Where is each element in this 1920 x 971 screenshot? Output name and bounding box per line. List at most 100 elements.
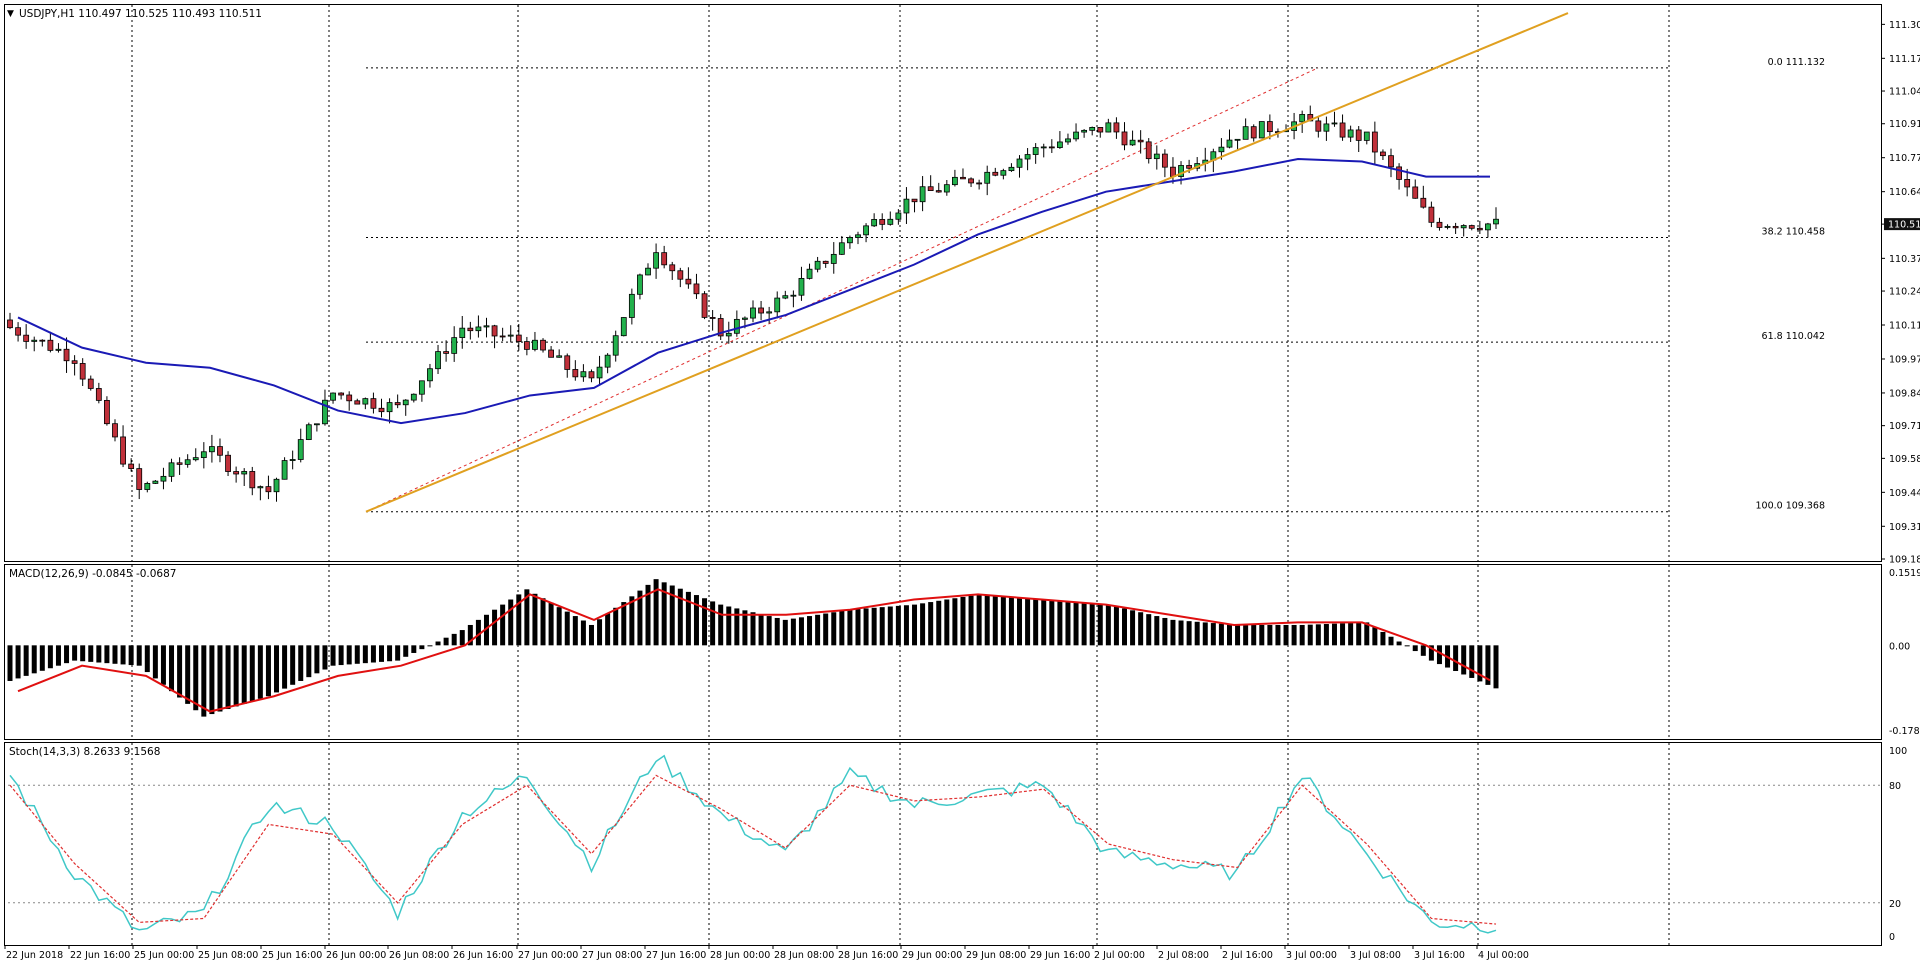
bull-candle — [1154, 154, 1159, 159]
bear-candle — [960, 177, 965, 179]
bear-candle — [226, 455, 231, 471]
macd-histogram-bar — [169, 645, 174, 691]
bull-candle — [56, 349, 61, 350]
bull-candle — [767, 312, 772, 313]
bear-candle — [1316, 121, 1321, 131]
macd-histogram-bar — [8, 645, 13, 681]
macd-histogram-bar — [775, 618, 780, 645]
price-label-16: 109.180 — [1889, 555, 1920, 566]
macd-histogram-bar — [1364, 622, 1369, 645]
macd-histogram-bar — [72, 645, 77, 660]
bull-candle — [306, 425, 311, 440]
time-label-9: 27 Jun 08:00 — [582, 950, 642, 961]
macd-histogram-bar — [1114, 607, 1119, 646]
macd-histogram-bar — [379, 645, 384, 662]
macd-histogram-bar — [1179, 621, 1184, 646]
bull-candle — [1090, 127, 1095, 130]
macd-histogram-bar — [1453, 645, 1458, 671]
bear-candle — [468, 328, 473, 331]
bear-candle — [1413, 187, 1418, 198]
macd-histogram-bar — [314, 645, 319, 673]
bear-candle — [121, 437, 126, 464]
bear-candle — [250, 471, 255, 487]
macd-histogram-bar — [815, 615, 820, 646]
macd-histogram-bar — [839, 611, 844, 645]
macd-histogram-bar — [1413, 645, 1418, 651]
bear-candle — [1049, 147, 1054, 148]
bear-candle — [64, 349, 69, 360]
macd-histogram-bar — [48, 645, 53, 668]
macd-histogram-bar — [1332, 624, 1337, 646]
bull-candle — [1485, 224, 1490, 230]
macd-histogram-bar — [1292, 625, 1297, 645]
macd-histogram-bar — [1041, 600, 1046, 646]
bull-candle — [864, 226, 869, 235]
macd-histogram-bar — [226, 645, 231, 709]
bear-candle — [1356, 130, 1361, 140]
macd-histogram-bar — [759, 614, 764, 645]
bull-candle — [847, 238, 852, 243]
macd-histogram-bar — [80, 645, 85, 661]
bear-candle — [355, 401, 360, 404]
macd-histogram-bar — [1162, 618, 1167, 645]
macd-histogram-bar — [1469, 645, 1474, 678]
chart-collapse-icon[interactable]: ▼ — [7, 9, 14, 19]
macd-histogram-bar — [322, 645, 327, 669]
bear-candle — [670, 265, 675, 271]
macd-header: MACD(12,26,9) -0.0845 -0.0687 — [9, 568, 176, 580]
macd-histogram-bar — [1324, 624, 1329, 645]
macd-histogram-bar — [888, 607, 893, 646]
macd-histogram-bar — [452, 634, 457, 645]
macd-histogram-bar — [565, 612, 570, 646]
macd-histogram-bar — [32, 645, 37, 673]
price-label-5: 110.640 — [1889, 187, 1920, 198]
bull-candle — [508, 335, 513, 336]
macd-histogram-bar — [217, 645, 222, 711]
bear-candle — [1397, 167, 1402, 180]
macd-histogram-bar — [40, 645, 45, 670]
bull-candle — [742, 318, 747, 319]
price-axis: 111.305111.170111.040110.910110.775110.6… — [1881, 20, 1920, 566]
bull-candle — [258, 487, 263, 488]
bull-candle — [637, 275, 642, 294]
price-label-0: 111.305 — [1889, 20, 1920, 31]
bear-candle — [444, 352, 449, 354]
time-label-17: 2 Jul 00:00 — [1094, 950, 1145, 961]
bull-candle — [1219, 147, 1224, 152]
macd-histogram-bar — [1219, 624, 1224, 646]
stoch-header: Stoch(14,3,3) 8.2633 9.1568 — [9, 746, 160, 758]
macd-histogram-bar — [1130, 610, 1135, 645]
bull-candle — [1082, 130, 1087, 132]
bull-candle — [1001, 171, 1006, 176]
macd-histogram-bar — [726, 607, 731, 646]
bull-candle — [646, 268, 651, 275]
bull-candle — [815, 261, 820, 269]
macd-histogram-bar — [1122, 608, 1127, 645]
macd-histogram-bar — [1494, 645, 1499, 688]
macd-histogram-bar — [791, 619, 796, 646]
macd-histogram-bar — [993, 596, 998, 646]
macd-histogram-bar — [823, 614, 828, 646]
time-label-5: 26 Jun 00:00 — [326, 950, 386, 961]
price-label-7: 110.375 — [1889, 254, 1920, 265]
bull-candle — [1009, 167, 1014, 170]
macd-histogram-bar — [56, 645, 61, 665]
bull-candle — [1235, 139, 1240, 140]
macd-histogram-bar — [185, 645, 190, 704]
macd-histogram-bar — [1356, 623, 1361, 646]
macd-histogram-bar — [767, 616, 772, 645]
price-label-1: 111.170 — [1889, 54, 1920, 65]
bull-candle — [1348, 130, 1353, 137]
bull-candle — [209, 447, 214, 452]
bear-candle — [8, 320, 13, 328]
bull-candle — [1332, 123, 1337, 124]
bear-candle — [565, 356, 570, 370]
macd-histogram-bar — [137, 645, 142, 665]
macd-histogram-bar — [1227, 624, 1232, 645]
bull-candle — [799, 278, 804, 295]
macd-histogram-bar — [331, 645, 336, 665]
macd-histogram-bar — [896, 606, 901, 645]
